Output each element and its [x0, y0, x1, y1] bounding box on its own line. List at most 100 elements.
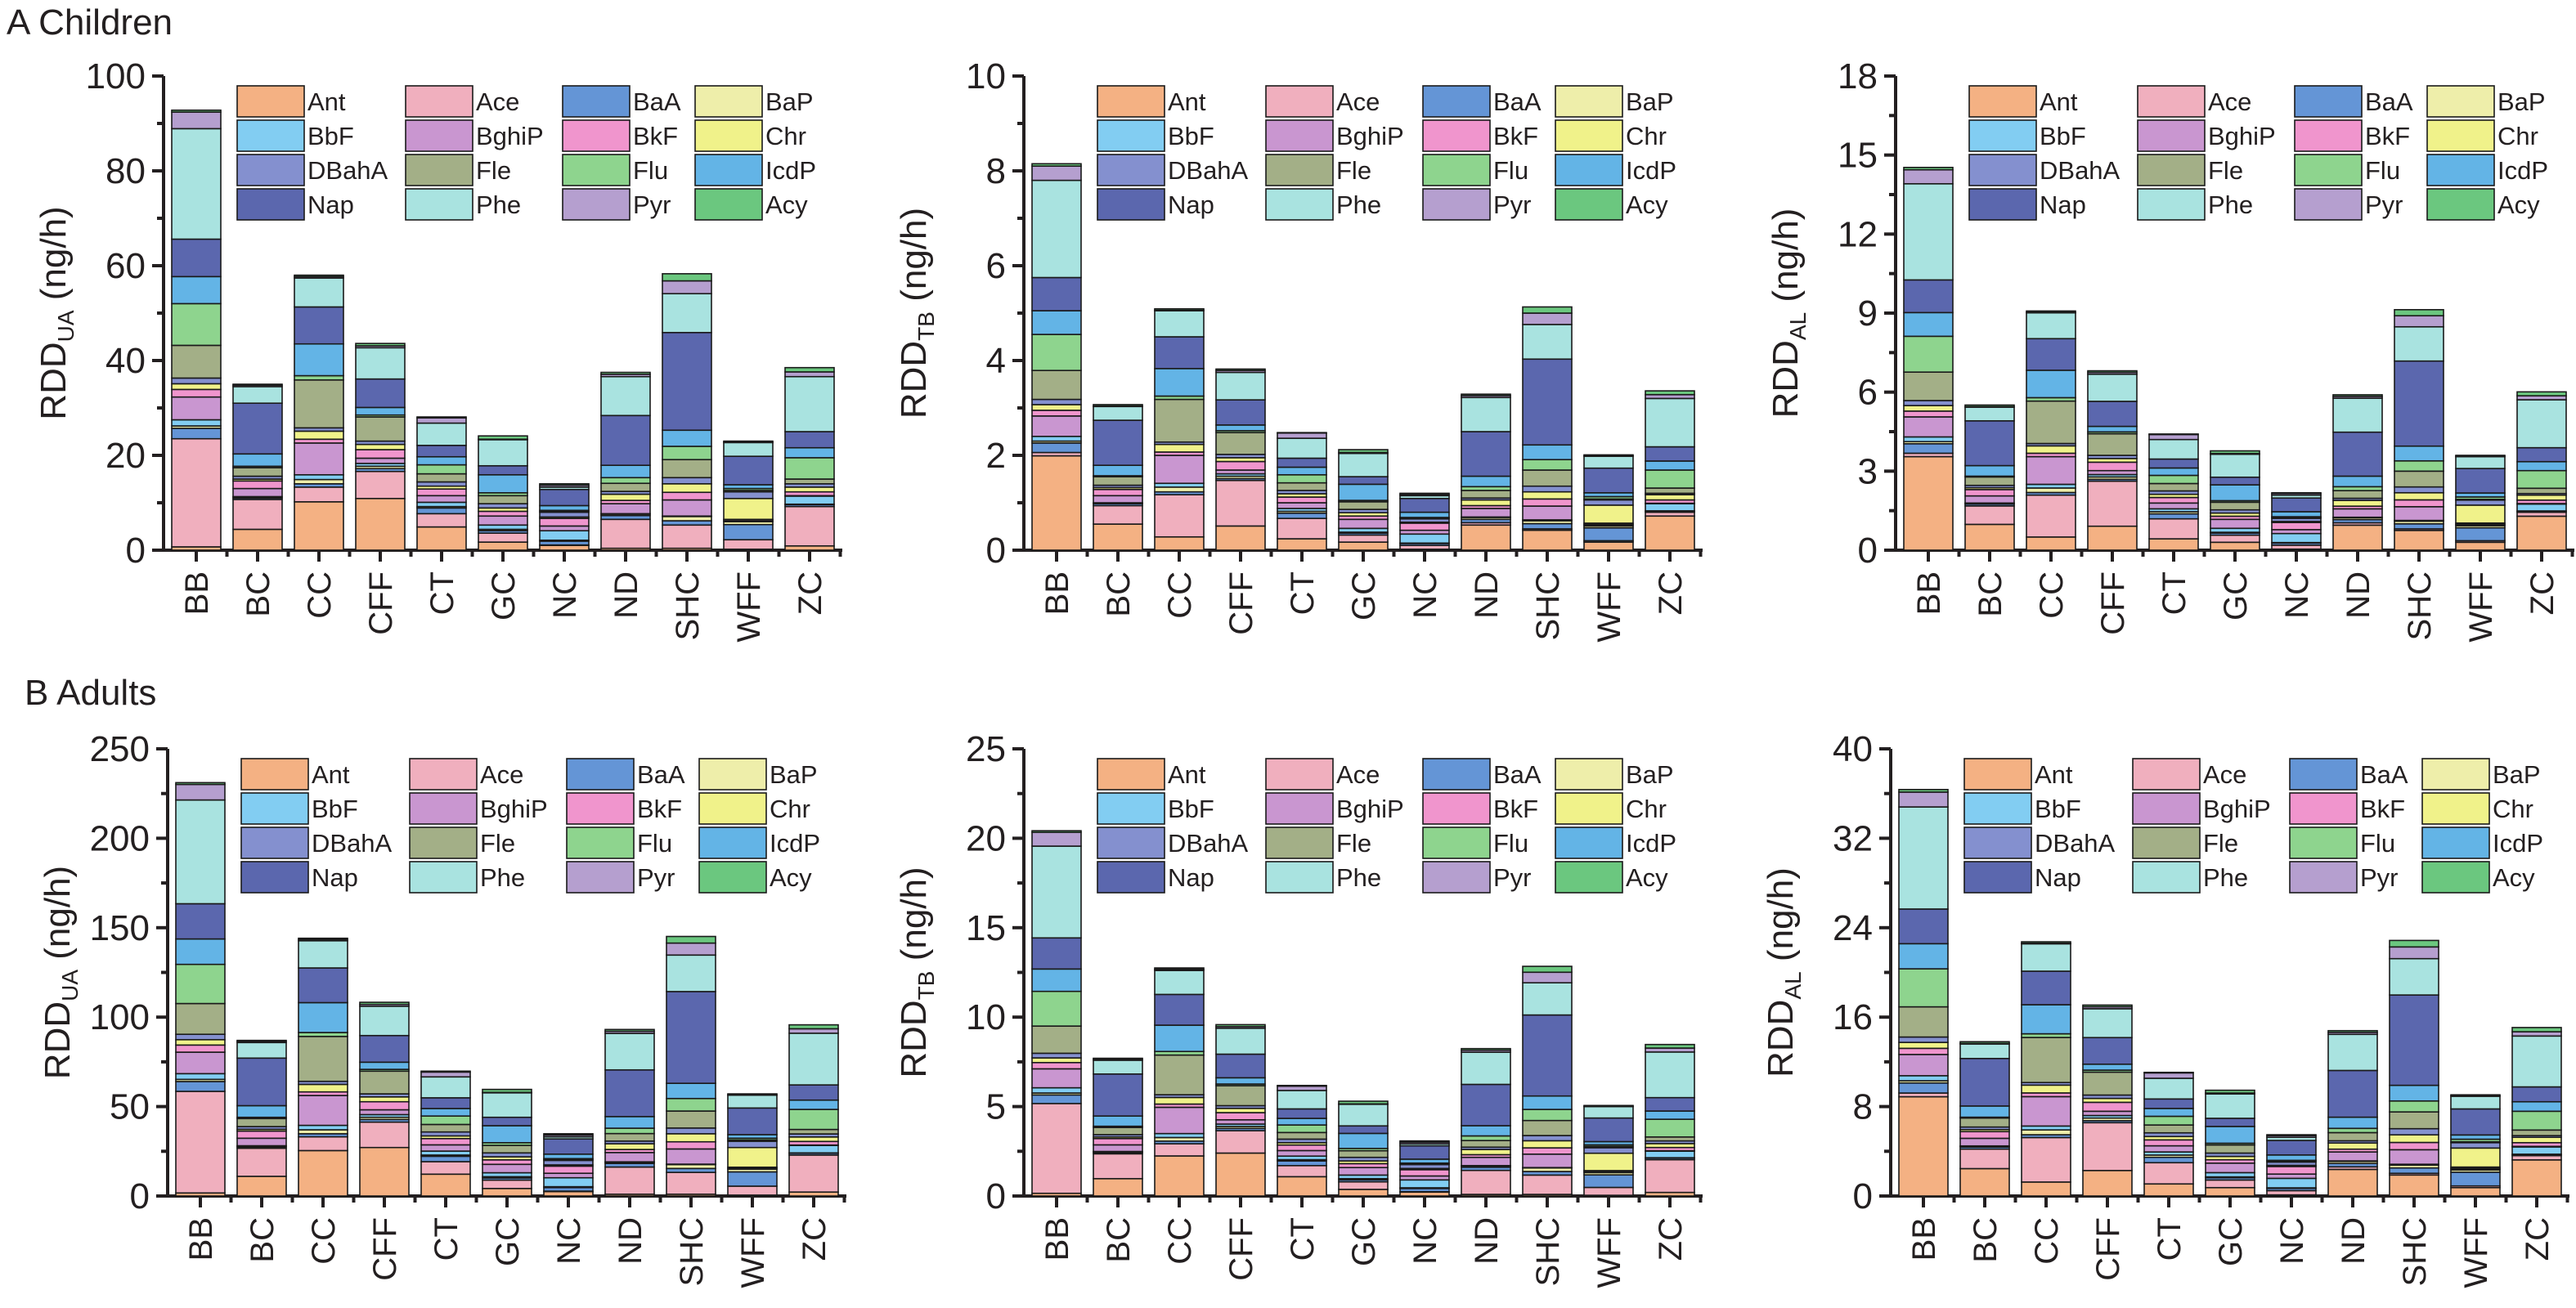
y-tick-label: 10 — [966, 997, 1006, 1037]
legend-swatch — [2421, 826, 2490, 859]
bar-segment-GC-BghiP — [1338, 1167, 1389, 1176]
bar-segment-BB-DBahA — [1898, 1036, 1949, 1043]
legend-label: BbF — [2040, 122, 2086, 150]
legend-item-BkF: BkF — [566, 792, 682, 825]
legend-label: Pyr — [637, 863, 675, 892]
bar-segment-GC-Ace — [482, 1179, 532, 1189]
x-tick-label: CC — [2034, 571, 2070, 619]
bar-stack-BB — [1898, 788, 1949, 1197]
legend-item-BghiP: BghiP — [2137, 119, 2276, 152]
legend-swatch — [566, 861, 635, 894]
legend-label: Nap — [2035, 863, 2081, 892]
legend-label: Ant — [307, 87, 346, 116]
bar-segment-GC-BghiP — [2210, 518, 2260, 530]
bar-segment-CT-Flu — [416, 464, 467, 475]
x-tick-label: BC — [1101, 1217, 1137, 1263]
x-tick-label: ZC — [2520, 1217, 2556, 1261]
legend-swatch — [2294, 85, 2363, 118]
bar-stack-CC — [2026, 310, 2076, 551]
legend-label: Ace — [2208, 87, 2251, 116]
legend-label: BghiP — [480, 795, 548, 823]
bar-segment-CC-BghiP — [2021, 1095, 2071, 1127]
legend-item-Fle: Fle — [409, 826, 515, 859]
bar-segment-CC-BaP — [2026, 487, 2076, 494]
bar-segment-CC-IcdP — [1154, 368, 1205, 397]
legend-label: Fle — [2208, 156, 2243, 185]
bar-segment-GC-Ace — [2210, 534, 2260, 544]
bar-segment-ND-Chr — [600, 493, 651, 501]
bar-segment-SHC-BghiP — [666, 1148, 716, 1165]
x-tick-label: ZC — [792, 571, 828, 615]
legend-label: Acy — [2497, 190, 2540, 219]
x-tick-label: BB — [1039, 571, 1075, 615]
bar-segment-CFF-BkF — [355, 449, 406, 459]
bar-segment-WFF-Phe — [2450, 1095, 2501, 1110]
y-tick-label: 200 — [90, 818, 150, 858]
bar-segment-GC-Fle — [1338, 1149, 1389, 1158]
bar-segment-CC-Fle — [294, 379, 344, 429]
legend-label: Chr — [2493, 795, 2533, 823]
bar-stack-CC — [1154, 307, 1205, 551]
bar-segment-CT-BaA — [416, 507, 467, 515]
bar-segment-BB-Chr — [1031, 1057, 1082, 1064]
bar-segment-CC-IcdP — [1154, 1024, 1205, 1053]
bar-segment-BB-IcdP — [175, 938, 226, 965]
y-tick-label: 8 — [1853, 1087, 1873, 1127]
bar-stack-WFF — [723, 440, 774, 551]
x-tick-label: SHC — [2402, 571, 2438, 640]
legend-label: BkF — [2360, 795, 2405, 823]
legend-item-Phe: Phe — [409, 861, 525, 894]
legend-label: Ant — [1168, 760, 1206, 789]
legend-item-Pyr: Pyr — [2289, 861, 2399, 894]
y-tick-label: 150 — [90, 908, 150, 948]
legend-label: Acy — [2493, 863, 2535, 892]
bar-segment-GC-Acy — [1338, 1100, 1389, 1105]
bar-stack-CT — [1277, 1084, 1327, 1197]
y-tick-label: 60 — [105, 246, 146, 286]
legend-label: Fle — [2203, 829, 2238, 858]
bar-segment-BB-BghiP — [175, 1051, 226, 1075]
legend-item-Flu: Flu — [562, 154, 668, 186]
bar-segment-CT-Nap — [2143, 1098, 2194, 1109]
bar-segment-WFF-Ace — [723, 539, 774, 550]
panel-a_ua: 0 20 40 60 80 100 RDDUA (ng/h) BB BC CC CFF CT GC NC N… — [34, 56, 842, 643]
legend-item-Ace: Ace — [1265, 758, 1380, 791]
bar-stack-CFF — [355, 343, 406, 551]
legend-swatch — [1968, 85, 2037, 118]
legend-item-Phe: Phe — [1265, 188, 1381, 221]
bar-segment-BB-IcdP — [1903, 311, 1954, 338]
bar-segment-BB-Phe — [1903, 182, 1954, 281]
bar-segment-BC-Phe — [232, 386, 283, 404]
bar-segment-CFF-Nap — [355, 378, 406, 409]
bar-segment-ZC-Ant — [1645, 515, 1695, 551]
bar-stack-BC — [236, 1039, 287, 1197]
bar-segment-CT-Nap — [2148, 458, 2199, 469]
bar-stack-CC — [294, 274, 344, 551]
legend-swatch — [1422, 826, 1491, 859]
x-tick-label: CT — [424, 571, 460, 615]
bar-segment-CT-BghiP — [1277, 1149, 1327, 1158]
bar-segment-WFF-Phe — [1583, 1105, 1634, 1119]
bar-segment-WFF-Chr — [1583, 504, 1634, 524]
bar-stack-ZC — [2516, 391, 2567, 551]
legend-item-Chr: Chr — [698, 792, 810, 825]
bar-segment-ZC-Chr — [784, 486, 835, 493]
bar-segment-ND-Phe — [600, 375, 651, 417]
bar-segment-WFF-Chr — [727, 1146, 778, 1168]
bar-segment-CT-IcdP — [1277, 466, 1327, 476]
x-tick-label: SHC — [674, 1217, 710, 1286]
x-tick-label: CC — [2029, 1217, 2065, 1265]
bar-segment-SHC-Nap — [666, 991, 716, 1084]
y-tick-label: 9 — [1858, 293, 1878, 334]
bar-segment-BC-Fle — [1964, 476, 2015, 486]
bar-segment-BB-Acy — [1898, 788, 1949, 793]
bar-segment-ZC-Nap — [1645, 446, 1695, 462]
bar-segment-CC-Nap — [2026, 338, 2076, 371]
bar-segment-BC-IcdP — [1959, 1105, 2010, 1118]
bar-stack-GC — [482, 1088, 532, 1197]
legend-item-Nap: Nap — [1968, 188, 2086, 221]
legend-item-DBahA: DBahA — [1097, 154, 1249, 186]
bar-segment-GC-Phe — [2205, 1093, 2255, 1119]
bar-segment-BB-Chr — [1903, 405, 1954, 412]
